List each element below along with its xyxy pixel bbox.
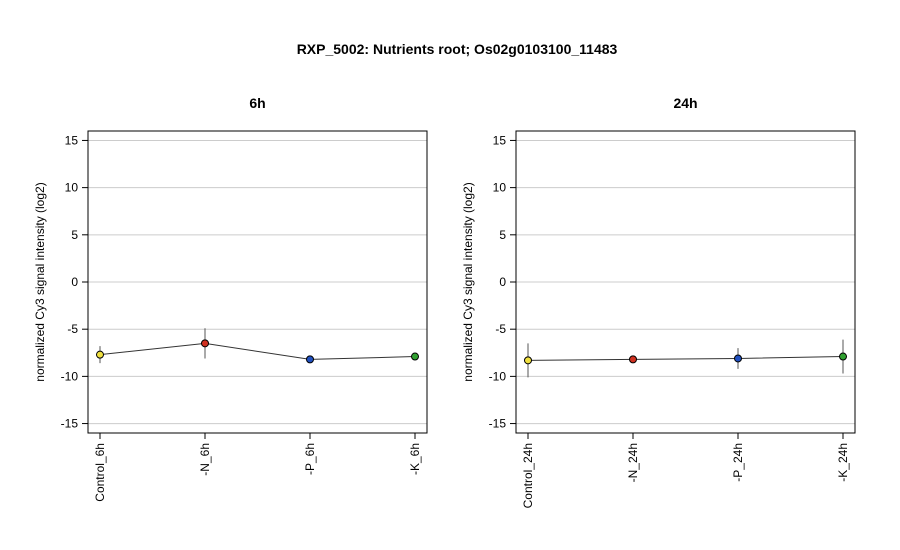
chart-panel-24h: 24h -15 -10 -5 0 5 10 15 normalized Cy3 signal i… — [461, 95, 856, 508]
y-tick-label: 10 — [493, 181, 507, 195]
data-point — [201, 339, 209, 348]
y-tick-label: 0 — [499, 275, 506, 289]
plot-frame — [515, 130, 856, 434]
data-point — [306, 355, 314, 364]
data-point — [839, 352, 847, 361]
y-tick-label: -10 — [489, 369, 507, 383]
x-tick-label: -N_24h — [626, 443, 640, 482]
x-tick-label: -P_6h — [303, 443, 317, 475]
plot-frame — [87, 130, 428, 434]
panels: 6h -15 -10 -5 0 5 10 15 normalized Cy3 signal in… — [33, 95, 856, 508]
x-tick-label: -N_6h — [198, 443, 212, 476]
y-tick-label: 10 — [65, 181, 79, 195]
y-tick-label: 5 — [71, 228, 78, 242]
y-axis-label: normalized Cy3 signal intensity (log2) — [33, 182, 47, 381]
data-point — [629, 355, 637, 364]
series-line — [527, 356, 844, 361]
figure-title: RXP_5002: Nutrients root; Os02g0103100_1… — [297, 41, 618, 57]
panel-title: 6h — [249, 95, 265, 111]
y-tick-label: 15 — [493, 133, 507, 147]
panel-title: 24h — [673, 95, 697, 111]
y-tick-label: -15 — [61, 417, 79, 431]
y-tick-label: -10 — [61, 369, 79, 383]
x-tick-label: Control_24h — [521, 443, 535, 508]
x-tick-label: -K_6h — [408, 443, 422, 475]
y-tick-label: 15 — [65, 133, 79, 147]
chart-panel-6h: 6h -15 -10 -5 0 5 10 15 normalized Cy3 signal in… — [33, 95, 428, 502]
x-tick-label: -P_24h — [731, 443, 745, 482]
y-tick-label: -5 — [495, 322, 506, 336]
data-point — [411, 352, 419, 361]
data-point — [96, 350, 104, 359]
x-tick-label: -K_24h — [836, 443, 850, 482]
x-tick-label: Control_6h — [93, 443, 107, 502]
y-tick-label: -5 — [67, 322, 78, 336]
y-tick-label: 0 — [71, 275, 78, 289]
y-tick-label: -15 — [489, 417, 507, 431]
y-axis-label: normalized Cy3 signal intensity (log2) — [461, 182, 475, 381]
y-tick-label: 5 — [499, 228, 506, 242]
data-point — [734, 354, 742, 363]
series-line — [99, 342, 416, 360]
data-point — [524, 356, 532, 365]
